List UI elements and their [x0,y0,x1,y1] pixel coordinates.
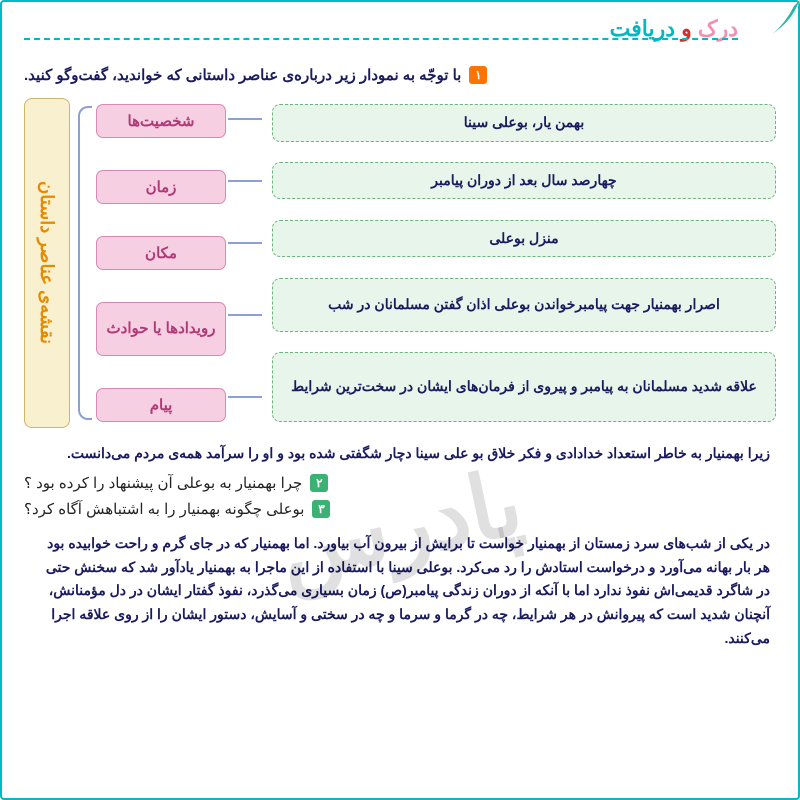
answers-column: بهمن یار، بوعلی سینا چهارصد سال بعد از د… [264,98,776,428]
category-events: رویدادها یا حوادث [96,302,226,356]
connector-line [228,118,262,120]
story-elements-diagram: بهمن یار، بوعلی سینا چهارصد سال بعد از د… [24,98,776,428]
question-1-row: ۱ با توجّه به نمودار زیر درباره‌ی عناصر … [24,66,776,84]
bullet-3: ۳ [312,500,330,518]
root-label: نقشه‌ی عناصر داستان [36,181,58,344]
category-place: مکان [96,236,226,270]
bullet-1: ۱ [469,66,487,84]
answer-place: منزل بوعلی [272,220,776,258]
middle-paragraph: زیرا بهمنیار به خاطر استعداد خدادادی و ف… [24,442,776,466]
question-3-text: بوعلی چگونه بهمنیار را به اشتباهش آگاه ک… [24,500,304,518]
page-frame: درک و دریافت ۱ با توجّه به نمودار زیر در… [0,0,800,800]
category-time: زمان [96,170,226,204]
connector-line [228,396,262,398]
corner-decoration [754,0,800,46]
bullet-2: ۲ [310,474,328,492]
question-1-text: با توجّه به نمودار زیر درباره‌ی عناصر دا… [24,66,461,84]
question-3-row: ۳ بوعلی چگونه بهمنیار را به اشتباهش آگاه… [24,500,776,518]
header-dashed-line [24,38,738,40]
answer-characters: بهمن یار، بوعلی سینا [272,104,776,142]
bracket-column [74,98,96,428]
question-2-row: ۲ چرا بهمنیار به بوعلی آن پیشنهاد را کرد… [24,474,776,492]
question-2-text: چرا بهمنیار به بوعلی آن پیشنهاد را کرده … [24,474,302,492]
answer-time: چهارصد سال بعد از دوران پیامبر [272,162,776,200]
root-box: نقشه‌ی عناصر داستان [24,98,70,428]
answer-message: علاقه شدید مسلمانان به پیامبر و پیروی از… [272,352,776,422]
link-lines-column [226,98,264,428]
answer-events: اصرار بهمنیار جهت پیامبرخواندن بوعلی اذا… [272,278,776,332]
connector-line [228,242,262,244]
connector-line [228,180,262,182]
bottom-paragraph: در یکی از شب‌های سرد زمستان از بهمنیار خ… [24,532,776,651]
connector-line [228,314,262,316]
category-characters: شخصیت‌ها [96,104,226,138]
categories-column: شخصیت‌ها زمان مکان رویدادها یا حوادث پیا… [96,98,226,428]
curly-bracket [74,106,96,420]
category-message: پیام [96,388,226,422]
